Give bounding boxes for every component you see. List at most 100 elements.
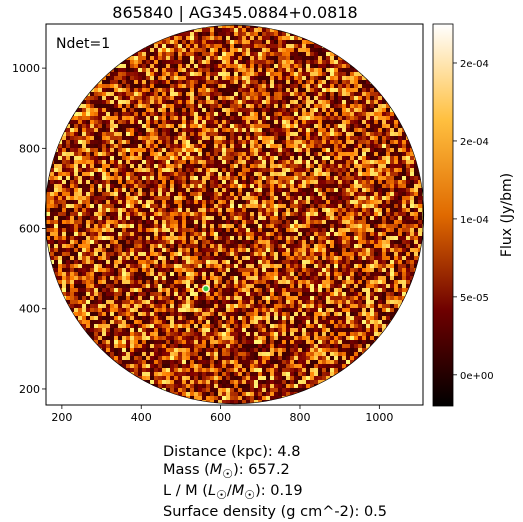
flux-pixel xyxy=(182,108,186,112)
flux-pixel xyxy=(66,168,70,172)
flux-pixel xyxy=(58,200,62,204)
flux-pixel xyxy=(78,176,82,180)
flux-pixel xyxy=(202,252,206,256)
flux-pixel xyxy=(230,124,234,128)
flux-pixel xyxy=(210,72,214,76)
flux-pixel xyxy=(250,124,254,128)
flux-pixel xyxy=(62,180,66,184)
flux-pixel xyxy=(186,144,190,148)
flux-pixel xyxy=(322,176,326,180)
flux-pixel xyxy=(398,160,402,164)
flux-pixel xyxy=(202,136,206,140)
flux-pixel xyxy=(218,28,222,32)
flux-pixel xyxy=(210,84,214,88)
flux-pixel xyxy=(406,256,410,260)
flux-pixel xyxy=(246,212,250,216)
flux-pixel xyxy=(238,256,242,260)
flux-pixel xyxy=(298,184,302,188)
flux-pixel xyxy=(262,244,266,248)
flux-pixel xyxy=(210,164,214,168)
flux-pixel xyxy=(222,88,226,92)
flux-pixel xyxy=(122,152,126,156)
flux-pixel xyxy=(134,248,138,252)
flux-pixel xyxy=(282,136,286,140)
flux-pixel xyxy=(326,132,330,136)
flux-pixel xyxy=(150,152,154,156)
flux-pixel xyxy=(198,168,202,172)
flux-pixel xyxy=(258,220,262,224)
flux-pixel xyxy=(170,52,174,56)
flux-pixel xyxy=(158,232,162,236)
flux-pixel xyxy=(174,224,178,228)
flux-pixel xyxy=(94,132,98,136)
flux-pixel xyxy=(282,36,286,40)
flux-pixel xyxy=(298,100,302,104)
flux-pixel xyxy=(378,120,382,124)
flux-pixel xyxy=(302,52,306,56)
flux-pixel xyxy=(314,60,318,64)
flux-pixel xyxy=(206,244,210,248)
flux-pixel xyxy=(130,164,134,168)
flux-pixel xyxy=(346,168,350,172)
flux-pixel xyxy=(358,224,362,228)
flux-pixel xyxy=(190,96,194,100)
flux-pixel xyxy=(382,204,386,208)
flux-pixel xyxy=(166,220,170,224)
flux-pixel xyxy=(78,180,82,184)
flux-pixel xyxy=(262,112,266,116)
flux-pixel xyxy=(54,228,58,232)
flux-pixel xyxy=(238,204,242,208)
flux-pixel xyxy=(102,92,106,96)
flux-pixel xyxy=(194,152,198,156)
flux-pixel xyxy=(110,132,114,136)
flux-pixel xyxy=(366,252,370,256)
flux-pixel xyxy=(286,144,290,148)
flux-pixel xyxy=(350,216,354,220)
flux-pixel xyxy=(74,176,78,180)
flux-pixel xyxy=(390,200,394,204)
flux-pixel xyxy=(198,148,202,152)
flux-pixel xyxy=(282,104,286,108)
flux-pixel xyxy=(114,128,118,132)
flux-pixel xyxy=(114,140,118,144)
flux-pixel xyxy=(134,132,138,136)
flux-pixel xyxy=(286,148,290,152)
flux-pixel xyxy=(142,216,146,220)
flux-pixel xyxy=(314,128,318,132)
flux-pixel xyxy=(118,112,122,116)
flux-pixel xyxy=(214,164,218,168)
flux-pixel xyxy=(254,172,258,176)
flux-pixel xyxy=(198,212,202,216)
flux-pixel xyxy=(290,140,294,144)
flux-pixel xyxy=(82,116,86,120)
flux-pixel xyxy=(378,100,382,104)
flux-pixel xyxy=(302,64,306,68)
flux-pixel xyxy=(210,224,214,228)
flux-pixel xyxy=(402,180,406,184)
flux-pixel xyxy=(98,252,102,256)
flux-pixel xyxy=(154,44,158,48)
flux-pixel xyxy=(98,88,102,92)
flux-pixel xyxy=(106,224,110,228)
flux-pixel xyxy=(398,240,402,244)
flux-pixel xyxy=(362,268,366,272)
flux-pixel xyxy=(162,180,166,184)
flux-pixel xyxy=(166,264,170,268)
flux-pixel xyxy=(126,244,130,248)
flux-pixel xyxy=(138,96,142,100)
flux-pixel xyxy=(410,220,414,224)
flux-pixel xyxy=(282,180,286,184)
flux-pixel xyxy=(302,196,306,200)
flux-pixel xyxy=(166,120,170,124)
flux-pixel xyxy=(126,216,130,220)
flux-pixel xyxy=(114,216,118,220)
flux-pixel xyxy=(262,52,266,56)
flux-pixel xyxy=(194,200,198,204)
flux-pixel xyxy=(166,44,170,48)
flux-pixel xyxy=(362,260,366,264)
flux-pixel xyxy=(150,148,154,152)
flux-pixel xyxy=(130,88,134,92)
flux-pixel xyxy=(206,172,210,176)
flux-pixel xyxy=(202,96,206,100)
flux-pixel xyxy=(322,128,326,132)
